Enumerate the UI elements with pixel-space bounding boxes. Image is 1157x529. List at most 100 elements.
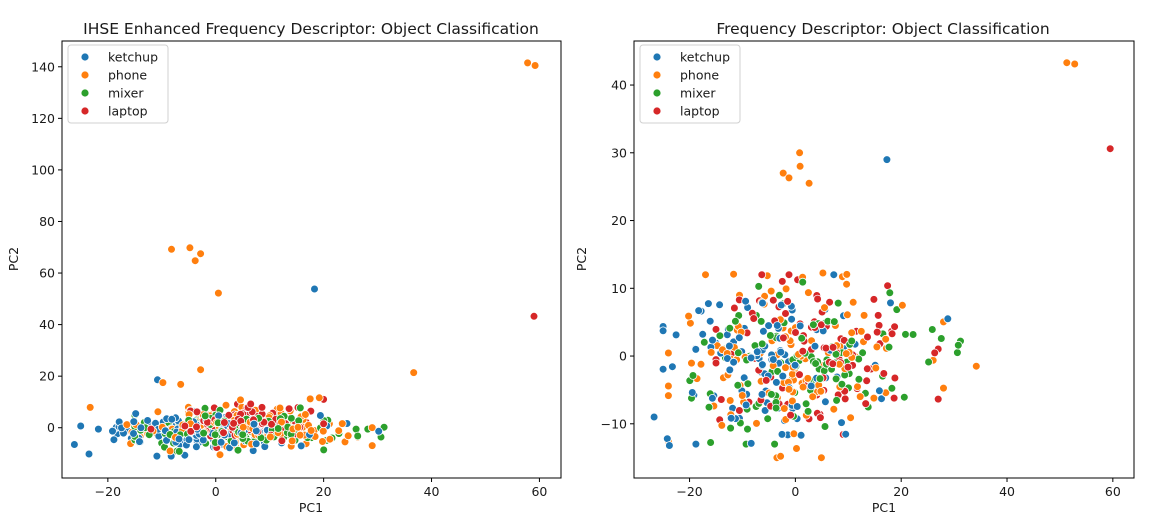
data-point-phone: [301, 410, 310, 419]
data-point-phone: [696, 359, 706, 369]
data-point-phone: [684, 311, 693, 321]
data-point-laptop: [768, 295, 778, 305]
data-point-ketchup: [184, 435, 194, 444]
data-point-ketchup: [810, 341, 820, 351]
data-point-laptop: [889, 393, 899, 403]
data-point-ketchup: [776, 300, 786, 310]
data-point-ketchup: [821, 397, 830, 407]
data-point-ketchup: [665, 441, 674, 450]
data-point-phone: [779, 404, 789, 413]
data-point-laptop: [933, 394, 943, 404]
data-point-phone: [853, 382, 862, 392]
data-point-phone: [939, 383, 948, 393]
x-tick-label: 20: [893, 484, 909, 499]
data-point-phone: [795, 162, 805, 171]
y-tick-label: 100: [31, 162, 55, 177]
legend-marker-ketchup: [80, 52, 90, 62]
data-point-mixer: [733, 380, 743, 390]
data-point-mixer: [847, 336, 856, 346]
data-point-ketchup: [796, 430, 806, 440]
data-point-phone: [752, 419, 761, 428]
x-tick-label: −20: [676, 484, 702, 499]
data-point-phone: [798, 382, 808, 392]
data-point-laptop: [843, 362, 853, 372]
data-point-mixer: [715, 331, 725, 341]
data-point-mixer: [801, 399, 811, 409]
data-point-mixer: [273, 424, 283, 433]
data-point-ketchup: [76, 421, 85, 431]
data-point-phone: [266, 432, 275, 442]
data-point-ketchup: [658, 326, 668, 336]
data-point-laptop: [862, 364, 872, 374]
data-point-ketchup: [94, 424, 103, 434]
data-point-phone: [409, 368, 419, 377]
data-point-phone: [176, 380, 186, 389]
data-point-mixer: [688, 371, 698, 380]
x-tick-label: 40: [424, 484, 440, 499]
data-point-ketchup: [729, 357, 738, 367]
data-point-phone: [795, 148, 804, 158]
data-point-ketchup: [374, 426, 384, 436]
data-point-laptop: [890, 322, 899, 332]
data-point-mixer: [233, 445, 243, 455]
data-point-laptop: [890, 373, 900, 383]
data-point-phone: [855, 392, 865, 401]
data-point-ketchup: [777, 430, 787, 439]
data-point-ketchup: [649, 412, 659, 422]
legend-marker-laptop: [80, 106, 90, 116]
x-tick-label: −20: [95, 484, 121, 499]
x-tick-label: 60: [531, 484, 547, 499]
data-point-ketchup: [806, 381, 816, 391]
data-point-laptop: [930, 348, 939, 358]
data-point-mixer: [706, 438, 715, 447]
data-point-mixer: [832, 396, 841, 405]
y-tick-label: 40: [611, 78, 627, 93]
data-point-mixer: [811, 359, 820, 368]
data-point-laptop: [180, 421, 190, 431]
data-point-phone: [766, 286, 776, 296]
data-point-ketchup: [886, 298, 895, 308]
data-point-phone: [318, 426, 328, 436]
data-point-mixer: [815, 374, 825, 383]
data-point-laptop: [798, 346, 808, 356]
data-point-mixer: [766, 331, 775, 340]
data-point-laptop: [192, 407, 202, 417]
data-point-ketchup: [687, 388, 697, 397]
data-point-phone: [778, 168, 788, 178]
data-point-phone: [808, 392, 817, 402]
data-point-phone: [167, 245, 176, 254]
data-point-phone: [196, 249, 205, 259]
data-point-mixer: [953, 348, 962, 357]
data-point-phone: [737, 391, 747, 400]
data-point-phone: [776, 451, 785, 461]
data-point-ketchup: [658, 364, 668, 374]
legend-marker-ketchup: [652, 52, 662, 62]
data-point-phone: [820, 303, 829, 312]
data-point-phone: [841, 349, 851, 358]
data-point-ketchup: [143, 416, 152, 425]
data-point-laptop: [828, 359, 838, 369]
data-point-laptop: [749, 314, 758, 323]
data-point-phone: [1062, 58, 1072, 67]
data-point-ketchup: [741, 400, 751, 410]
data-point-mixer: [797, 333, 806, 343]
data-point-laptop: [813, 294, 822, 304]
data-point-laptop: [246, 399, 256, 409]
data-point-phone: [196, 365, 205, 375]
data-point-phone: [523, 58, 532, 68]
data-point-ketchup: [249, 419, 259, 429]
data-point-ketchup: [70, 440, 79, 449]
x-tick-label: 0: [791, 484, 799, 499]
data-point-ketchup: [671, 330, 681, 340]
data-point-laptop: [711, 325, 721, 334]
data-points: [70, 58, 540, 461]
data-point-phone: [781, 284, 791, 294]
data-point-mixer: [743, 379, 753, 389]
data-point-phone: [239, 422, 248, 432]
data-point-mixer: [767, 390, 776, 399]
data-point-phone: [846, 413, 855, 423]
data-point-mixer: [953, 340, 963, 350]
y-tick-label: 20: [611, 213, 627, 228]
data-point-phone: [872, 342, 882, 352]
y-tick-label: 140: [31, 59, 55, 74]
